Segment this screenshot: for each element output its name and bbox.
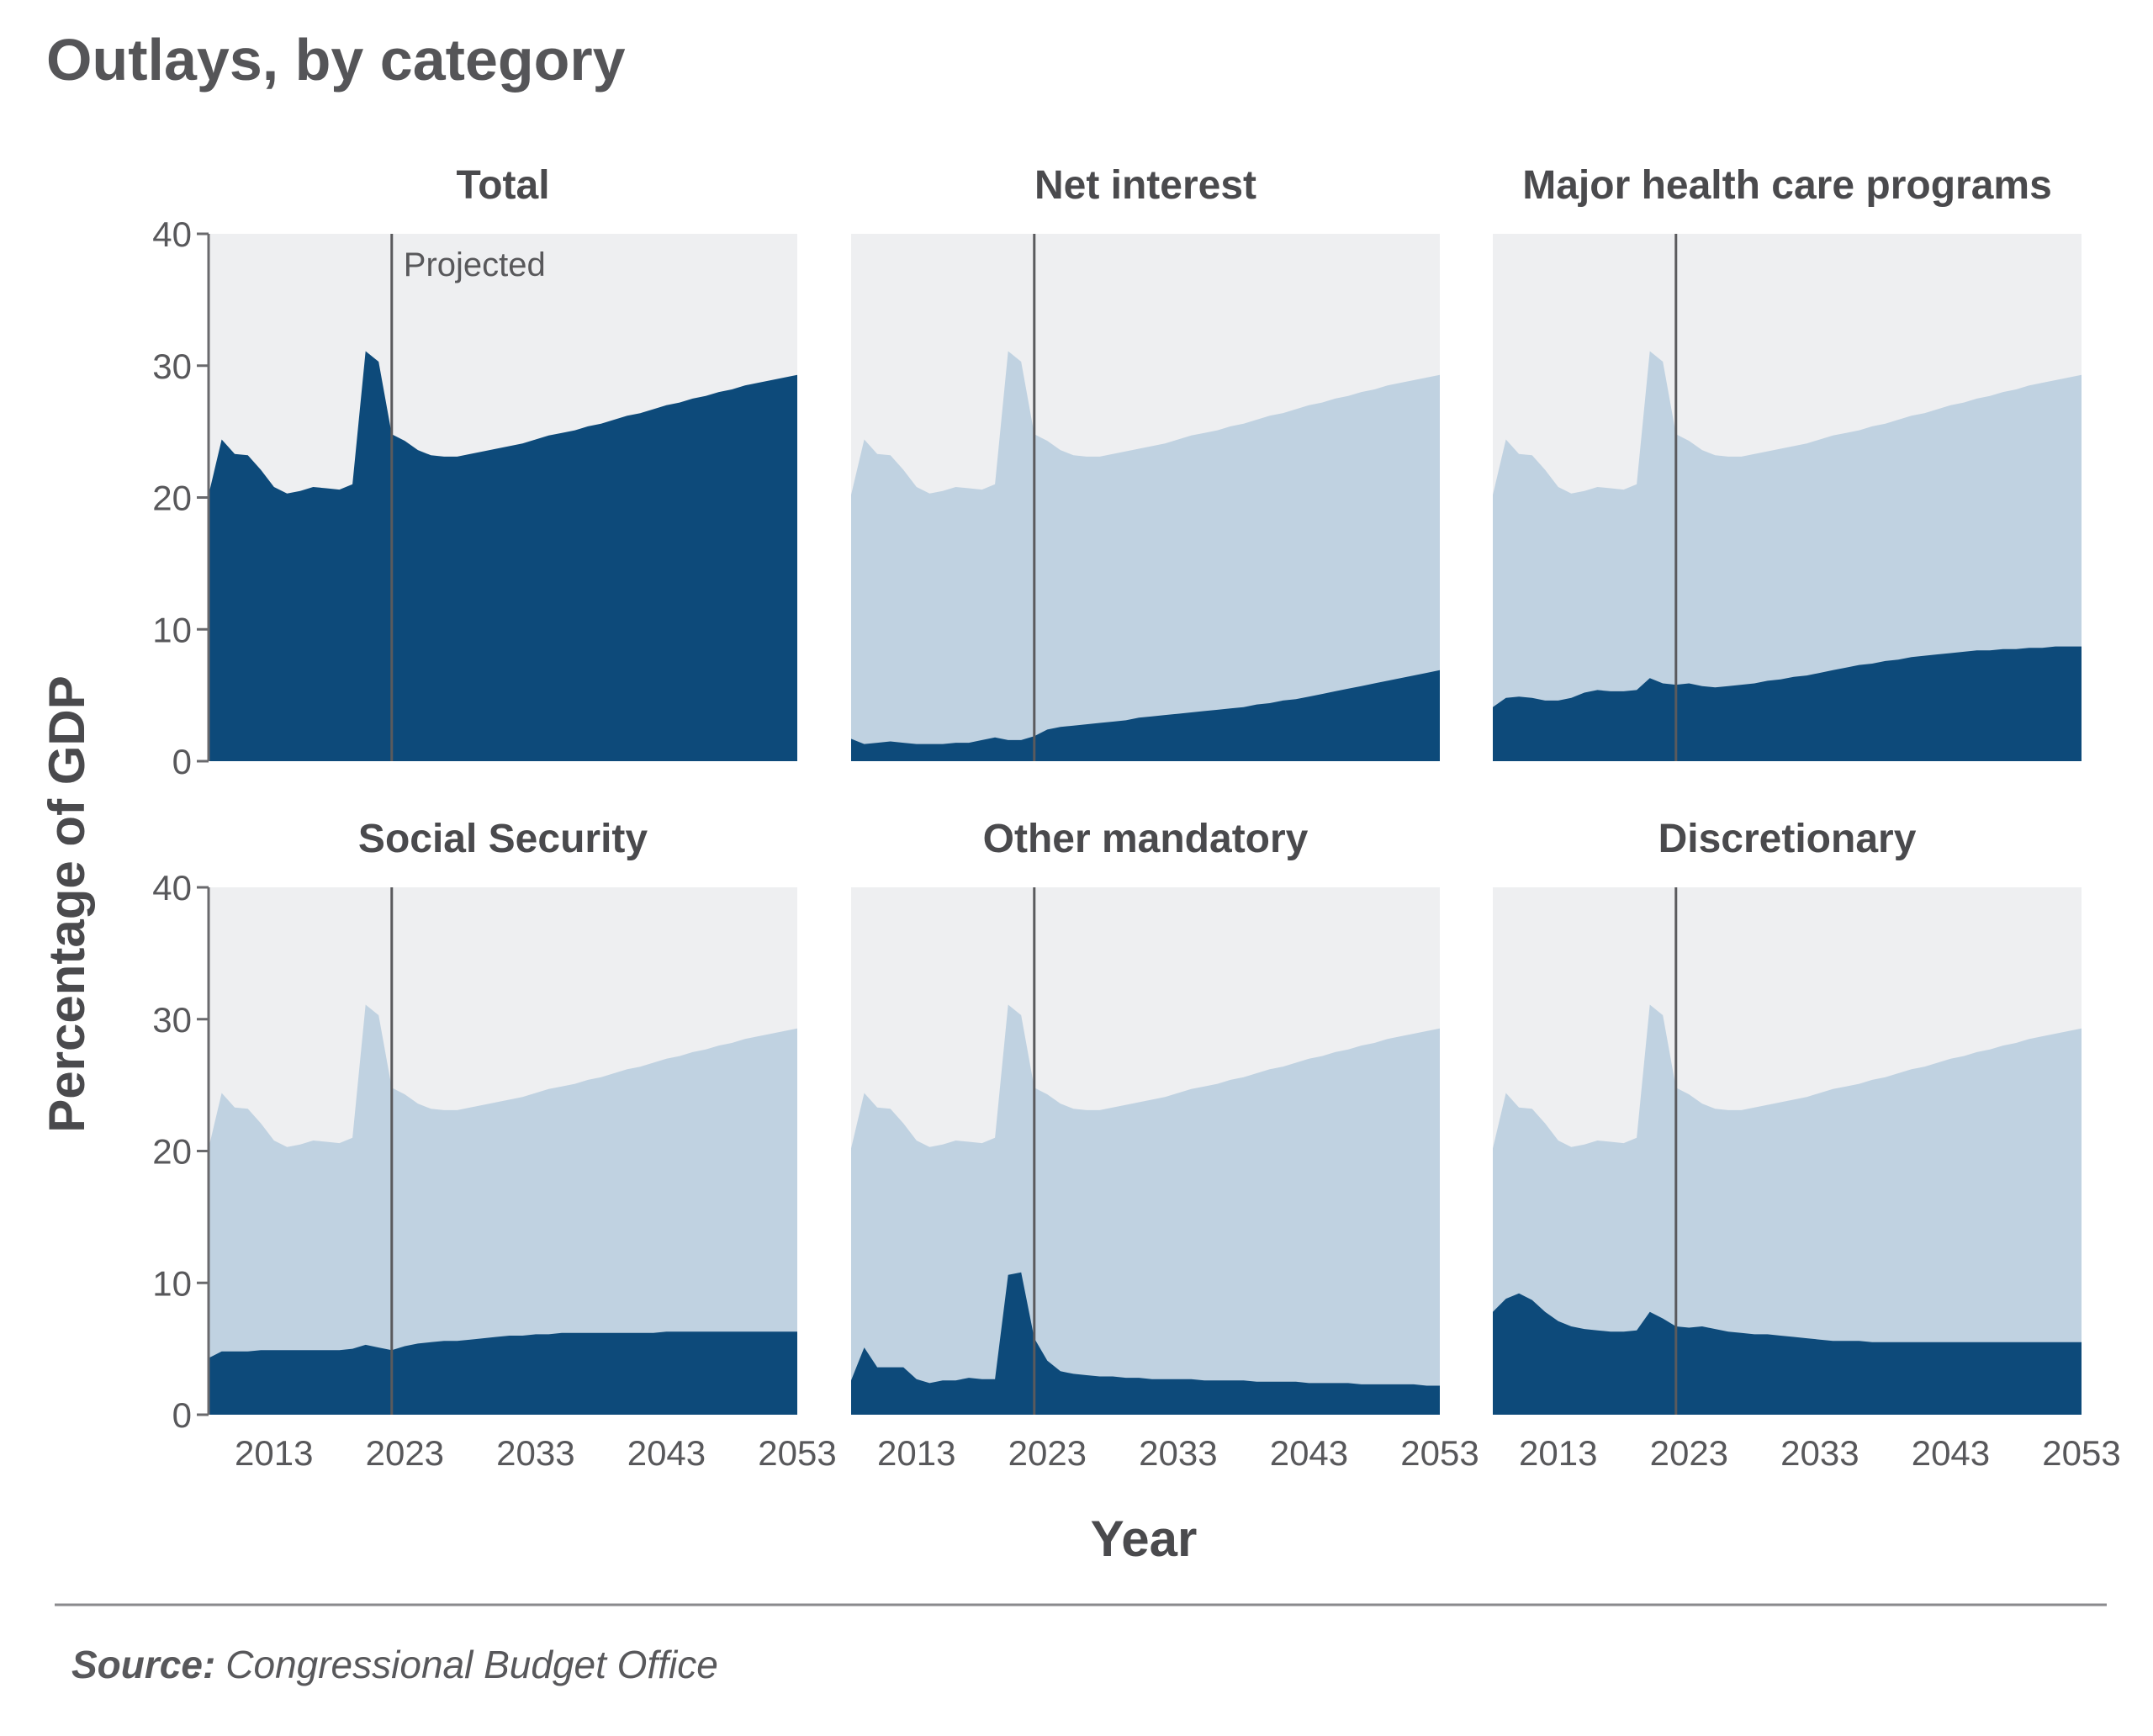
y-tick-label: 20 xyxy=(152,1132,192,1172)
total-outlays-area xyxy=(851,351,1440,761)
x-tick-label: 2053 xyxy=(2042,1433,2120,1473)
category-area xyxy=(851,1272,1440,1415)
x-tick-label: 2023 xyxy=(366,1433,444,1473)
x-tick-label: 2033 xyxy=(1139,1433,1217,1473)
panels-group: Total Projected 0 10 20 30 40 Net interest Major… xyxy=(152,163,2120,1473)
x-tick-label: 2043 xyxy=(1270,1433,1348,1473)
y-tick-label: 40 xyxy=(152,868,192,908)
panel-title: Net interest xyxy=(1034,163,1256,208)
x-tick-label: 2033 xyxy=(496,1433,574,1473)
source-text: Congressional Budget Office xyxy=(225,1643,718,1686)
chart-title: Outlays, by category xyxy=(46,27,626,93)
panel-title: Discretionary xyxy=(1658,817,1917,861)
category-area xyxy=(209,351,797,761)
panel-discretionary: Discretionary 2013 2023 2033 2043 2053 xyxy=(1493,817,2121,1473)
x-tick-label: 2023 xyxy=(1650,1433,1728,1473)
total-outlays-area xyxy=(209,1004,797,1415)
panel-total: Total Projected 0 10 20 30 40 xyxy=(152,163,797,781)
y-tick-label: 0 xyxy=(172,742,192,781)
category-area xyxy=(1493,646,2082,761)
x-tick-label: 2023 xyxy=(1008,1433,1087,1473)
total-outlays-area xyxy=(851,1004,1440,1415)
x-tick-label: 2033 xyxy=(1780,1433,1859,1473)
x-axis-label: Year xyxy=(1091,1511,1198,1567)
y-tick-label: 10 xyxy=(152,610,192,649)
x-tick-label: 2053 xyxy=(758,1433,836,1473)
x-tick-label: 2013 xyxy=(235,1433,313,1473)
source-note: Source: Congressional Budget Office xyxy=(71,1643,718,1686)
panel-other-mandatory: Other mandatory 2013 2023 2033 2043 2053 xyxy=(851,817,1479,1473)
category-area xyxy=(1493,1293,2082,1415)
y-tick-label: 30 xyxy=(152,347,192,386)
category-area xyxy=(851,670,1440,761)
panel-net-interest: Net interest xyxy=(851,163,1440,761)
panel-title: Major health care programs xyxy=(1522,163,2052,208)
x-tick-label: 2043 xyxy=(1912,1433,1990,1473)
x-tick-label: 2013 xyxy=(877,1433,955,1473)
x-tick-label: 2013 xyxy=(1519,1433,1597,1473)
x-tick-label: 2053 xyxy=(1400,1433,1479,1473)
y-tick-label: 0 xyxy=(172,1395,192,1435)
x-tick-label: 2043 xyxy=(627,1433,706,1473)
panel-social-security: Social Security 0 10 20 30 40 2013 2023 2033 2043… xyxy=(152,817,836,1473)
y-tick-label: 30 xyxy=(152,1000,192,1040)
y-axis-label: Percentage of GDP xyxy=(39,675,95,1133)
y-tick-label: 40 xyxy=(152,214,192,254)
panel-major-health-care-programs: Major health care programs xyxy=(1493,163,2082,761)
projected-label: Projected xyxy=(404,246,546,283)
category-area xyxy=(209,1331,797,1415)
y-tick-label: 20 xyxy=(152,479,192,518)
panel-title: Total xyxy=(456,163,549,208)
panel-title: Social Security xyxy=(358,817,648,861)
y-tick-label: 10 xyxy=(152,1263,192,1303)
source-label: Source: xyxy=(71,1643,215,1686)
panel-title: Other mandatory xyxy=(983,817,1309,861)
total-outlays-area xyxy=(1493,1004,2082,1415)
